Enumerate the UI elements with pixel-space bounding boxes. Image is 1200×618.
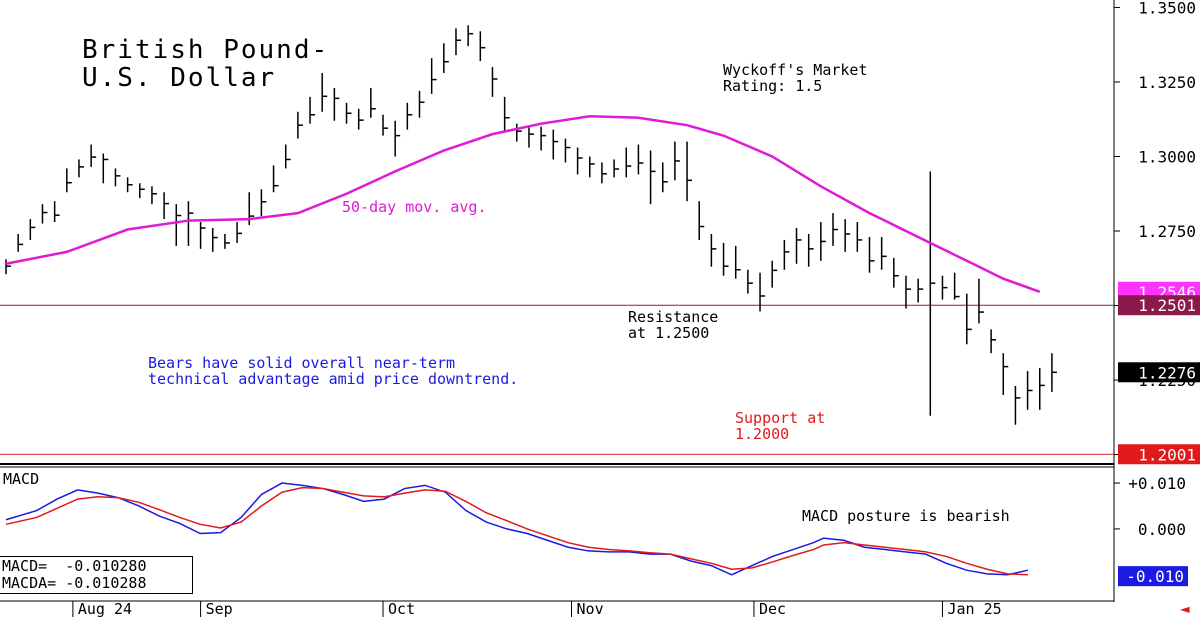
price-tick-label: 1.2750: [1138, 222, 1196, 241]
macd-series-line: [5, 486, 1029, 576]
macda-readout-value: -0.010288: [65, 574, 147, 592]
macd-posture-annotation: MACD posture is bearish: [802, 507, 1010, 525]
month-label: Nov: [577, 600, 604, 617]
month-label: Jan 25: [947, 600, 1001, 617]
month-label: Oct: [388, 600, 415, 617]
price-tag: [1118, 362, 1200, 383]
month-label: Sep: [206, 600, 233, 617]
macd-panel-title: MACD: [3, 470, 40, 488]
macd-tick-label: 0.000: [1138, 520, 1186, 539]
rating-annotation: Wyckoff's Market Rating: 1.5: [723, 61, 868, 95]
scroll-left-arrow-icon[interactable]: ◄: [1180, 599, 1190, 618]
price-tag-label: 1.2276: [1138, 363, 1196, 382]
moving-average-line: [5, 114, 1041, 293]
price-tag: [1118, 295, 1200, 316]
chart-title: British Pound- U.S. Dollar: [82, 35, 330, 93]
price-tick-label: 1.3000: [1138, 147, 1196, 166]
price-tick-label: 1.3250: [1138, 73, 1196, 92]
month-label: Aug 24: [78, 600, 132, 617]
price-tag-label: 1.2501: [1138, 296, 1196, 315]
price-tick-label: 1.3500: [1138, 0, 1196, 17]
macd-readout-row: MACD= -0.010280: [2, 558, 192, 575]
resistance-annotation: Resistance at 1.2500: [628, 308, 719, 342]
moving-average-label: 50-day mov. avg.: [342, 198, 487, 216]
support-annotation: Support at 1.2000: [735, 409, 826, 443]
macd-tag-label: -0.010: [1126, 567, 1184, 586]
macda-readout-label: MACDA=: [2, 574, 57, 592]
macd-readout-label: MACD=: [2, 557, 48, 575]
macda-readout-row: MACDA= -0.010288: [2, 575, 192, 592]
price-tag-label: 1.2001: [1138, 445, 1196, 464]
price-tag: [1118, 444, 1200, 465]
macd-series-line: [5, 482, 1029, 576]
macd-readout-value: -0.010280: [65, 557, 147, 575]
month-label: Dec: [759, 600, 786, 617]
commentary-annotation: Bears have solid overall near-term techn…: [148, 354, 519, 388]
macd-tag: [1118, 566, 1188, 587]
macd-tick-label: +0.010: [1128, 474, 1186, 493]
macd-readout: MACD= -0.010280 MACDA= -0.010288: [0, 556, 193, 594]
